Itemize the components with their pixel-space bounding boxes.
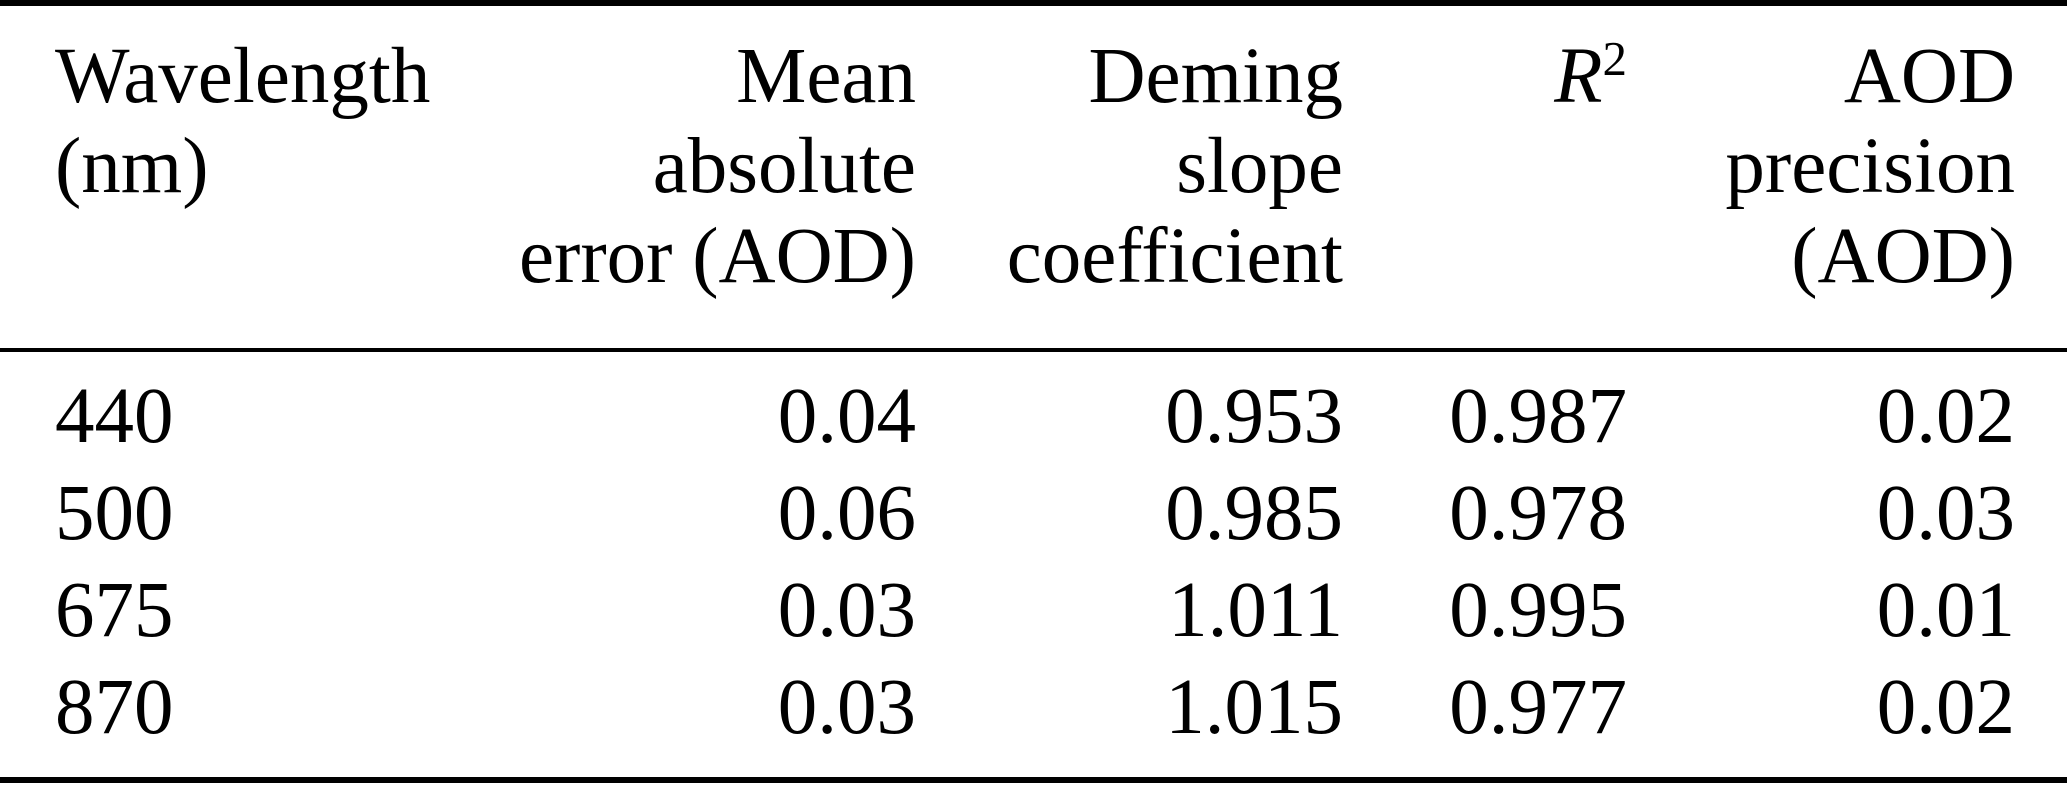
header-line: (nm) <box>55 123 209 210</box>
table-row: 675 0.03 1.011 0.995 0.01 <box>0 562 2067 659</box>
cell-deming-slope: 0.953 <box>1165 373 1343 460</box>
table-row: 440 0.04 0.953 0.987 0.02 <box>0 350 2067 465</box>
column-header-wavelength: Wavelength (nm) <box>0 3 500 350</box>
cell-deming-slope: 1.011 <box>1168 567 1343 654</box>
cell-aod-precision: 0.02 <box>1876 664 2015 751</box>
header-line: R2 <box>1343 32 1627 122</box>
cell-r-squared: 0.978 <box>1449 470 1627 557</box>
header-line: Wavelength <box>55 33 431 120</box>
header-line: AOD <box>1843 33 2015 120</box>
r-symbol: R <box>1554 33 1603 120</box>
column-header-aod-precision: AOD precision (AOD) <box>1627 3 2067 350</box>
cell-mean-absolute-error: 0.03 <box>777 664 916 751</box>
cell-mean-absolute-error: 0.04 <box>777 373 916 460</box>
cell-mean-absolute-error: 0.06 <box>777 470 916 557</box>
r-squared-exponent: 2 <box>1602 31 1627 87</box>
header-line: (AOD) <box>1791 213 2015 300</box>
table-row: 500 0.06 0.985 0.978 0.03 <box>0 465 2067 562</box>
cell-deming-slope: 0.985 <box>1165 470 1343 557</box>
column-header-r-squared: R2 <box>1343 3 1627 350</box>
header-line: slope <box>1176 123 1343 210</box>
cell-wavelength: 440 <box>55 373 174 460</box>
table-row: 870 0.03 1.015 0.977 0.02 <box>0 659 2067 780</box>
cell-r-squared: 0.977 <box>1449 664 1627 751</box>
header-line: Mean <box>736 33 916 120</box>
cell-wavelength: 870 <box>55 664 174 751</box>
cell-aod-precision: 0.01 <box>1876 567 2015 654</box>
column-header-deming-slope: Deming slope coefficient <box>916 3 1343 350</box>
header-line: absolute <box>652 123 916 210</box>
header-line: coefficient <box>1006 213 1343 300</box>
cell-aod-precision: 0.03 <box>1876 470 2015 557</box>
cell-r-squared: 0.987 <box>1449 373 1627 460</box>
header-line: error (AOD) <box>518 213 916 300</box>
cell-r-squared: 0.995 <box>1449 567 1627 654</box>
cell-deming-slope: 1.015 <box>1165 664 1343 751</box>
header-line: precision <box>1725 123 2015 210</box>
cell-mean-absolute-error: 0.03 <box>777 567 916 654</box>
cell-aod-precision: 0.02 <box>1876 373 2015 460</box>
table-header: Wavelength (nm) Mean absolute error (AOD… <box>0 3 2067 350</box>
cell-wavelength: 500 <box>55 470 174 557</box>
cell-wavelength: 675 <box>55 567 174 654</box>
table-body: 440 0.04 0.953 0.987 0.02 500 0.06 0.985… <box>0 350 2067 780</box>
header-row: Wavelength (nm) Mean absolute error (AOD… <box>0 3 2067 350</box>
column-header-mean-absolute-error: Mean absolute error (AOD) <box>500 3 916 350</box>
header-line: Deming <box>1088 33 1343 120</box>
